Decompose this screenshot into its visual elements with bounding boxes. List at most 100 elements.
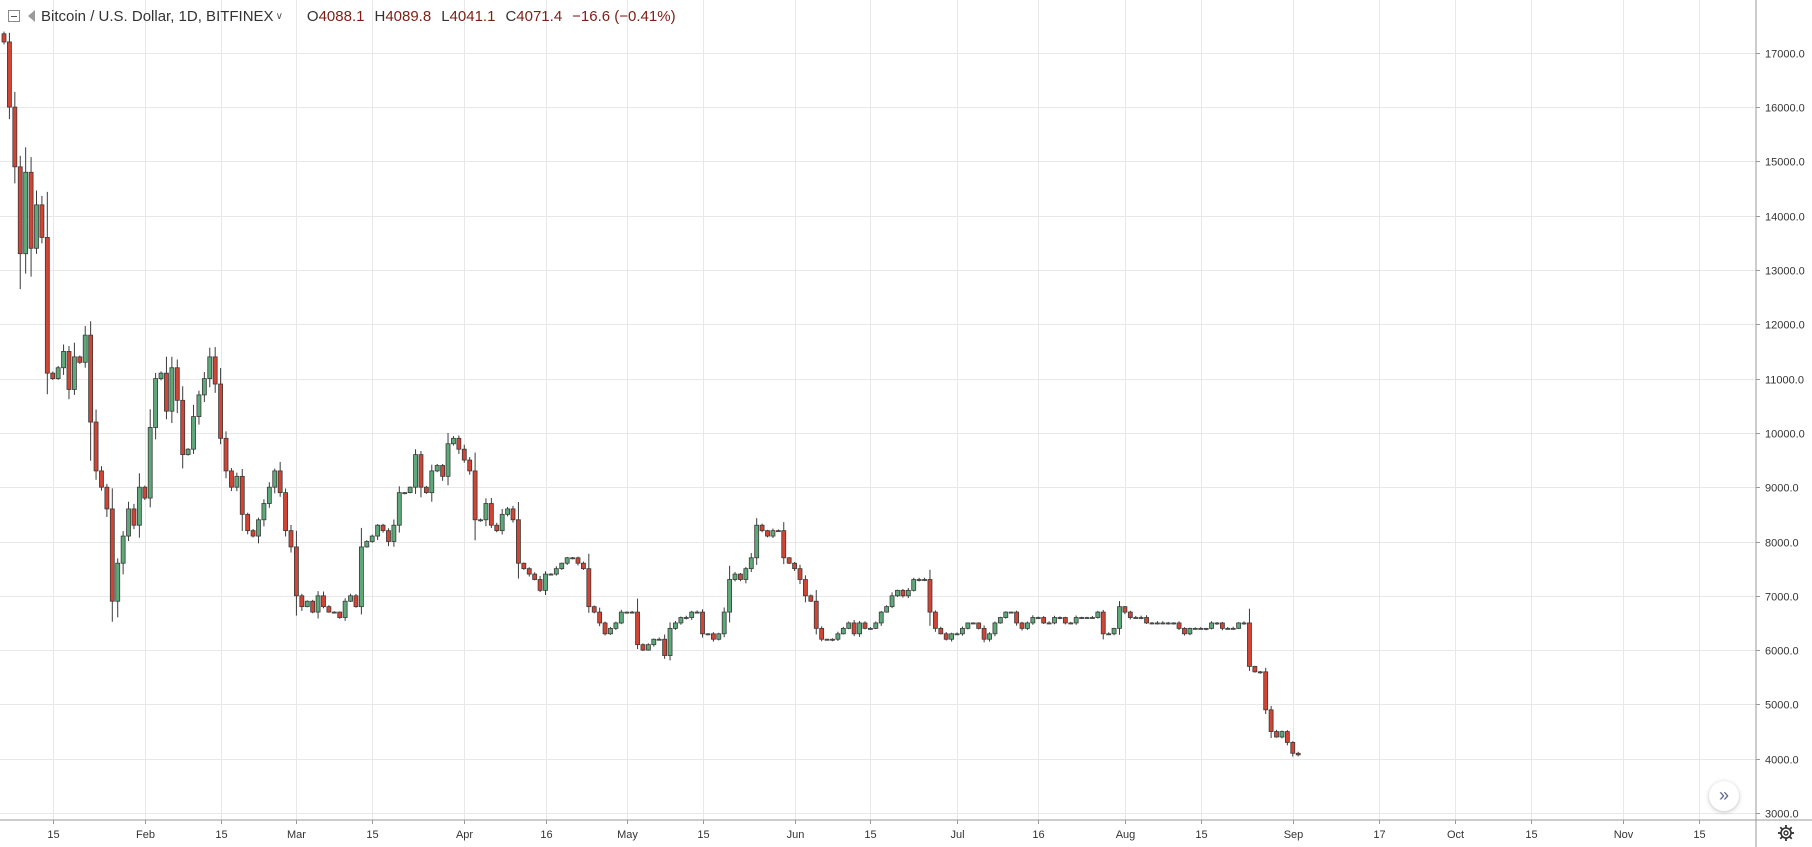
candle [315, 591, 321, 619]
candle [207, 347, 213, 388]
candle [147, 409, 153, 508]
candle-body [234, 475, 240, 488]
price-axis[interactable]: 3000.0 4000.0 5000.0 6000.0 7000.0 8000.0 9000… [1756, 49, 1805, 821]
candle [840, 626, 846, 635]
candle [1052, 615, 1057, 625]
candle-body [689, 611, 695, 618]
candle-body [732, 573, 738, 580]
candle-body [180, 399, 186, 456]
candle [765, 529, 770, 538]
candle [1084, 616, 1090, 619]
symbol-title[interactable]: Bitcoin / U.S. Dollar, 1D, BITFINEX [41, 7, 274, 25]
time-tick-label: 16 [1032, 829, 1044, 841]
candle [857, 620, 862, 637]
price-tick-label: 16000.0 [1765, 103, 1805, 115]
time-tick-label: Nov [1614, 829, 1634, 841]
candle [109, 488, 115, 622]
candle [521, 562, 527, 570]
candle [494, 522, 500, 533]
candle-body [1252, 665, 1258, 673]
time-tick-label: Apr [456, 829, 473, 841]
candle-body [857, 622, 862, 635]
candle [1008, 611, 1014, 614]
candle [169, 356, 175, 424]
candle-body [245, 513, 251, 532]
flag-icon[interactable] [28, 10, 35, 22]
candle-body [1290, 742, 1296, 754]
candle-body [943, 633, 949, 640]
candle [261, 499, 267, 527]
candle-body [786, 557, 792, 564]
candle-body [1247, 622, 1252, 667]
settings-icon[interactable] [1777, 824, 1795, 842]
candle [407, 486, 413, 494]
candle [954, 632, 960, 636]
time-axis[interactable]: 15 Feb 15 Mar 15 Apr 16 May 15 Jun 15 Jul 16 Aug 15 Sep… [47, 820, 1706, 841]
candle [705, 633, 711, 636]
candle [77, 355, 83, 364]
candle [88, 321, 94, 461]
candle-body [429, 470, 435, 494]
time-tick-label: 17 [1373, 829, 1385, 841]
candle-body [651, 638, 657, 646]
candle-body [142, 486, 148, 499]
candle [987, 632, 992, 642]
candle-body [1079, 617, 1084, 619]
time-tick-label: 15 [215, 829, 227, 841]
price-tick-label: 17000.0 [1765, 49, 1805, 61]
candle [700, 609, 705, 638]
candle [266, 482, 272, 508]
candle-body [1187, 627, 1193, 635]
candle [738, 573, 743, 582]
candle [803, 575, 808, 603]
price-tick-label: 3000.0 [1765, 809, 1799, 821]
candle-body [705, 633, 711, 636]
time-tick-label: 15 [1195, 829, 1207, 841]
candle-body [1003, 611, 1009, 618]
candle-body [7, 41, 12, 108]
candle-body [1111, 627, 1117, 635]
candle-body [66, 351, 72, 390]
candle-body [283, 492, 288, 532]
candle [1117, 601, 1122, 635]
candle-body [185, 448, 191, 456]
candle-body [12, 106, 18, 168]
candle [960, 626, 965, 636]
scroll-right-icon[interactable]: » [1709, 781, 1739, 811]
candle-body [1236, 622, 1242, 629]
candle-body [932, 611, 938, 629]
candle [564, 556, 570, 566]
candle-body [927, 579, 933, 613]
candle [218, 368, 224, 445]
candle-body [88, 334, 94, 423]
candle-body [868, 627, 873, 630]
candle-body [445, 443, 451, 477]
candle [212, 347, 218, 393]
candle [445, 432, 451, 486]
candle [185, 448, 191, 456]
candle-body [889, 595, 895, 608]
price-tick-label: 11000.0 [1765, 375, 1804, 387]
candle-body [721, 611, 727, 635]
candle [575, 556, 581, 566]
candle [1290, 741, 1296, 757]
candle [256, 517, 261, 544]
candle-body [44, 237, 50, 374]
chevron-down-icon[interactable]: ∨ [275, 10, 283, 22]
candle [467, 457, 473, 475]
candle-body [1219, 622, 1225, 629]
candle [1057, 616, 1063, 620]
time-tick-label: 15 [697, 829, 709, 841]
time-tick-label: Mar [287, 829, 306, 841]
candle-body [131, 508, 137, 526]
candle-body [765, 530, 770, 537]
candle [104, 483, 110, 517]
candle-body [629, 611, 635, 614]
candle-body [28, 171, 34, 249]
candle-body [656, 638, 662, 641]
candle-body [510, 508, 516, 521]
collapse-icon[interactable] [8, 10, 20, 22]
candle [456, 435, 462, 454]
candle-body [1133, 617, 1139, 619]
